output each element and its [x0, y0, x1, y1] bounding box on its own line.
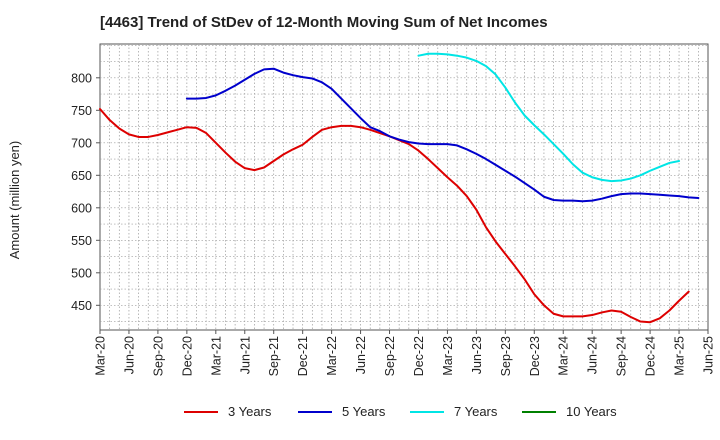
legend-item-3-years: 3 Years [184, 404, 271, 419]
legend-swatch [522, 410, 556, 413]
legend-label: 10 Years [566, 404, 617, 419]
chart-title: [4463] Trend of StDev of 12-Month Moving… [100, 14, 548, 31]
x-tick-label: Mar-21 [209, 336, 223, 376]
series-line-7-years [417, 52, 681, 183]
y-tick-label: 550 [71, 234, 92, 248]
x-tick-label: Dec-21 [296, 336, 310, 376]
x-tick-label: Mar-24 [557, 336, 571, 376]
legend-swatch [410, 410, 444, 413]
legend-swatch [298, 410, 332, 413]
y-tick-label: 500 [71, 266, 92, 280]
x-tick-label: Sep-22 [383, 336, 397, 376]
x-tick-label: Dec-24 [644, 336, 658, 376]
x-tick-label: Dec-23 [528, 336, 542, 376]
x-tick-label: Sep-23 [499, 336, 513, 376]
legend-item-10-years: 10 Years [522, 404, 617, 419]
y-tick-label: 800 [71, 71, 92, 85]
x-tick-label: Dec-20 [180, 336, 194, 376]
y-tick-label: 600 [71, 201, 92, 215]
x-tick-label: Jun-22 [354, 336, 368, 374]
plot-area [99, 43, 709, 331]
legend-item-5-years: 5 Years [298, 404, 385, 419]
y-tick-label: 700 [71, 136, 92, 150]
legend-label: 3 Years [228, 404, 272, 419]
x-tick-label: Mar-25 [673, 336, 687, 376]
y-tick-label: 450 [71, 299, 92, 313]
x-tick-label: Mar-20 [94, 336, 108, 376]
x-tick-label: Mar-23 [441, 336, 455, 376]
x-tick-label: Sep-24 [615, 336, 629, 376]
x-tick-label: Jun-25 [702, 336, 716, 374]
legend-swatch [184, 410, 218, 413]
x-tick-label: Jun-20 [122, 336, 136, 374]
legend-item-7-years: 7 Years [410, 404, 497, 419]
legend-label: 5 Years [342, 404, 386, 419]
y-tick-label: 750 [71, 104, 92, 118]
x-tick-label: Jun-21 [238, 336, 252, 374]
y-tick-label: 650 [71, 169, 92, 183]
x-tick-label: Jun-24 [586, 336, 600, 374]
x-tick-label: Sep-21 [267, 336, 281, 376]
x-tick-label: Dec-22 [412, 336, 426, 376]
series-line-5-years [185, 67, 700, 203]
x-tick-label: Mar-22 [325, 336, 339, 376]
chart-legend: 3 Years 5 Years 7 Years 10 Years [0, 404, 720, 426]
legend-label: 7 Years [454, 404, 498, 419]
x-tick-label: Jun-23 [470, 336, 484, 374]
x-tick-label: Sep-20 [151, 336, 165, 376]
